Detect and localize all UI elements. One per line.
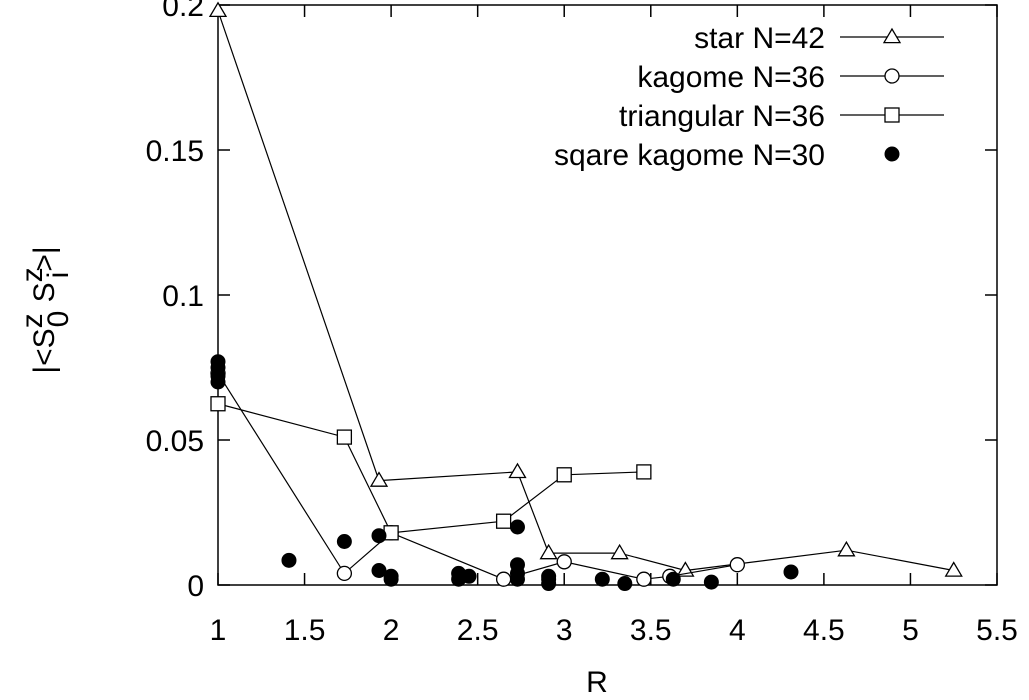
data-point: [208, 1, 228, 18]
x-tick-label: 2: [383, 614, 400, 647]
x-tick-label: 5: [902, 614, 919, 647]
series-0: [208, 1, 963, 577]
y-tick-label: 0: [187, 570, 204, 603]
x-tick-label: 4.5: [803, 614, 845, 647]
legend-marker: [884, 68, 900, 84]
x-tick-label: 1: [210, 614, 227, 647]
legend-marker: [884, 146, 900, 162]
data-point: [617, 576, 633, 592]
data-point: [210, 374, 226, 390]
x-tick-label: 3.5: [630, 614, 672, 647]
data-point: [495, 571, 512, 587]
data-point: [636, 571, 652, 587]
data-point: [539, 543, 558, 560]
x-tick-label: 4: [729, 614, 746, 647]
data-point: [783, 564, 799, 580]
data-point: [336, 565, 353, 582]
x-tick-label: 3: [556, 614, 573, 647]
series-line: [217, 10, 954, 572]
data-point: [495, 513, 512, 529]
data-point: [509, 519, 525, 535]
data-point: [944, 561, 963, 577]
series-3: [210, 354, 799, 592]
series-2: [210, 396, 652, 541]
legend: star N=42 kagome N=36 triangular N=36 sqare…: [554, 22, 944, 172]
x-tick-label: 1.5: [284, 614, 326, 647]
y-tick-label: 0.05: [146, 425, 204, 458]
legend-marker: [884, 107, 900, 123]
y-axis-title: |<Sz0 Szi>|: [16, 246, 75, 373]
x-tick-label: 5.5: [976, 614, 1018, 647]
y-tick-label: 0.2: [162, 0, 204, 23]
x-axis-ticks: 1 1.5 2 2.5 3 3.5 4 4.5 5 5.5: [210, 5, 1018, 647]
data-point: [383, 571, 399, 587]
data-point: [837, 540, 856, 557]
y-axis-ticks: 0 0.05 0.1 0.15 0.2: [146, 0, 997, 603]
data-point: [461, 568, 477, 584]
data-point: [610, 543, 629, 560]
data-point: [556, 554, 572, 570]
data-point: [665, 571, 681, 587]
legend-label: sqare kagome N=30: [554, 139, 825, 172]
y-tick-label: 0.1: [162, 280, 204, 313]
data-point: [281, 552, 297, 568]
data-point: [336, 534, 352, 549]
data-point: [509, 571, 525, 587]
plot-frame: [217, 4, 998, 586]
legend-label: star N=42: [694, 22, 825, 55]
legend-marker: [882, 27, 902, 44]
plot-border: [217, 4, 998, 586]
x-axis-title: R: [586, 666, 608, 699]
data-point: [371, 563, 387, 578]
data-point: [508, 462, 527, 479]
series-line: [217, 403, 644, 534]
data-point: [369, 471, 389, 487]
data-series: [208, 1, 963, 592]
data-point: [541, 576, 557, 592]
data-point: [594, 571, 610, 587]
x-tick-label: 2.5: [457, 614, 499, 647]
series-line: [217, 372, 738, 580]
data-point: [371, 528, 387, 544]
legend-label: kagome N=36: [637, 61, 825, 94]
data-point: [636, 464, 652, 480]
data-point: [336, 429, 353, 445]
legend-label: triangular N=36: [619, 100, 825, 133]
data-point: [210, 396, 226, 412]
data-point: [729, 557, 745, 573]
y-tick-label: 0.15: [146, 135, 204, 168]
data-point: [703, 574, 719, 590]
data-point: [556, 467, 572, 483]
